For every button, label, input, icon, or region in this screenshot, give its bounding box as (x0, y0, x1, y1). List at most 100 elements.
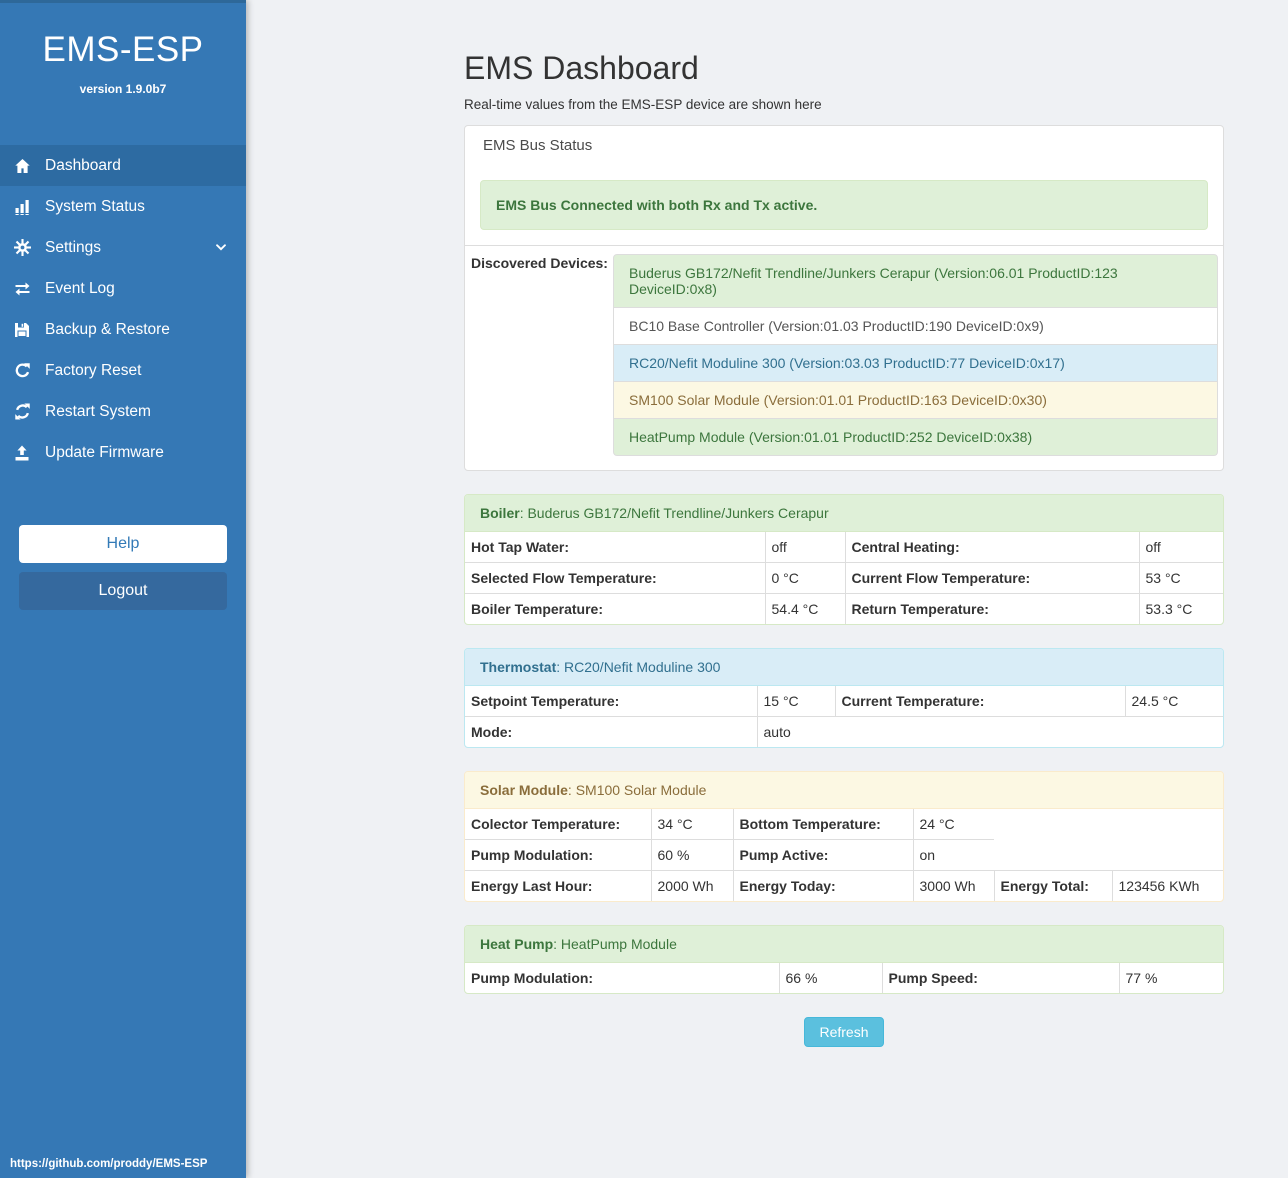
field-value: 77 % (1118, 963, 1223, 993)
bus-connected-alert: EMS Bus Connected with both Rx and Tx ac… (480, 180, 1208, 230)
ems-bus-status-panel: EMS Bus Status EMS Bus Connected with bo… (464, 125, 1224, 471)
field-label: Hot Tap Water: (471, 539, 569, 555)
main-area: EMS Dashboard Real-time values from the … (246, 0, 1288, 1117)
page-subtitle: Real-time values from the EMS-ESP device… (464, 97, 822, 112)
colon: : (553, 936, 561, 952)
panel-title: Heat Pump (480, 936, 554, 952)
sidebar-item-label: Settings (45, 238, 102, 256)
sidebar-item-event-log[interactable]: Event Log (0, 268, 246, 309)
field-label: Current Flow Temperature: (844, 562, 1139, 594)
thermostat-panel: Thermostat: RC20/Nefit Moduline 300 Setp… (464, 648, 1224, 748)
field-value: 66 % (778, 963, 882, 993)
field-value: 2000 Wh (650, 870, 733, 901)
field-value: on (912, 839, 994, 871)
help-button[interactable]: Help (19, 525, 227, 563)
list-item: BC10 Base Controller (Version:01.03 Prod… (613, 308, 1218, 345)
home-icon (12, 157, 32, 174)
chevron-down-icon (214, 240, 228, 259)
field-value: 53 °C (1138, 562, 1223, 594)
sidebar-item-label: Backup & Restore (45, 320, 170, 338)
boiler-panel-heading: Boiler: Buderus GB172/Nefit Trendline/Ju… (465, 495, 1223, 532)
sidebar-item-label: Factory Reset (45, 361, 142, 379)
field-value: 53.3 °C (1138, 593, 1223, 624)
sidebar-item-restart-system[interactable]: Restart System (0, 391, 246, 432)
field-label: Boiler Temperature: (465, 593, 765, 624)
field-label: Pump Modulation: (471, 970, 594, 986)
field-value: 15 °C (756, 686, 835, 717)
list-item: Buderus GB172/Nefit Trendline/Junkers Ce… (613, 254, 1218, 308)
field-value: 24 °C (912, 809, 994, 840)
discovered-devices-label: Discovered Devices: (465, 245, 613, 470)
sidebar-item-backup-restore[interactable]: Backup & Restore (0, 309, 246, 350)
field-label: Energy Total: (993, 870, 1112, 901)
field-value: 60 % (650, 839, 733, 871)
field-value: auto (756, 716, 1223, 747)
logout-button[interactable]: Logout (19, 572, 227, 610)
panel-title: Boiler (480, 505, 520, 521)
brand: EMS-ESP version 1.9.0b7 (0, 3, 246, 96)
sidebar-item-system-status[interactable]: System Status (0, 186, 246, 227)
upload-icon (12, 444, 32, 461)
heat-pump-panel: Heat Pump: HeatPump Module Pump Modulati… (464, 925, 1224, 994)
field-label: Return Temperature: (844, 593, 1139, 624)
refresh-button[interactable]: Refresh (804, 1017, 884, 1047)
field-label: Energy Last Hour: (465, 870, 651, 901)
field-label: Pump Active: (732, 839, 913, 871)
device-list: Buderus GB172/Nefit Trendline/Junkers Ce… (613, 254, 1218, 456)
field-label: Energy Today: (732, 870, 913, 901)
field-value: 0 °C (764, 562, 845, 594)
sidebar-item-label: System Status (45, 197, 145, 215)
panel-title: Solar Module (480, 782, 568, 798)
solar-module-panel: Solar Module: SM100 Solar Module Colecto… (464, 771, 1224, 902)
panel-device-name: RC20/Nefit Moduline 300 (564, 659, 721, 675)
sidebar-item-label: Dashboard (45, 156, 121, 174)
refresh-icon (12, 403, 32, 420)
page-title: EMS Dashboard (464, 50, 699, 86)
sidebar-item-label: Event Log (45, 279, 115, 297)
field-value: 3000 Wh (912, 870, 994, 901)
panel-title: EMS Bus Status (483, 137, 593, 154)
colon: : (567, 782, 576, 798)
solar-panel-heading: Solar Module: SM100 Solar Module (465, 772, 1223, 809)
field-label: Central Heating: (844, 532, 1139, 563)
field-value: off (1138, 532, 1223, 563)
panel-device-name: HeatPump Module (560, 936, 677, 952)
field-label: Current Temperature: (834, 686, 1125, 717)
heat-pump-panel-heading: Heat Pump: HeatPump Module (465, 926, 1223, 963)
sidebar-item-label: Update Firmware (45, 443, 164, 461)
panel-device-name: SM100 Solar Module (575, 782, 707, 798)
sidebar-item-label: Restart System (45, 402, 151, 420)
rotate-icon (12, 362, 32, 379)
colon: : (556, 659, 565, 675)
system-status-icon (12, 198, 32, 215)
list-item: HeatPump Module (Version:01.01 ProductID… (613, 419, 1218, 456)
field-value: off (764, 532, 845, 563)
save-icon (12, 321, 32, 338)
sidebar-nav: Dashboard System Status (0, 145, 246, 473)
list-item: RC20/Nefit Moduline 300 (Version:03.03 P… (613, 345, 1218, 382)
panel-title: Thermostat (480, 659, 557, 675)
list-item: SM100 Solar Module (Version:01.01 Produc… (613, 382, 1218, 419)
app-version: version 1.9.0b7 (79, 82, 167, 96)
thermostat-panel-heading: Thermostat: RC20/Nefit Moduline 300 (465, 649, 1223, 686)
sidebar-buttons: Help Logout (0, 525, 246, 610)
sidebar-item-update-firmware[interactable]: Update Firmware (0, 432, 246, 473)
field-label: Mode: (465, 716, 757, 747)
gear-icon (12, 239, 32, 256)
field-value: 54.4 °C (764, 593, 845, 624)
sidebar-item-dashboard[interactable]: Dashboard (0, 145, 246, 186)
panel-device-name: Buderus GB172/Nefit Trendline/Junkers Ce… (527, 505, 829, 521)
sidebar-item-factory-reset[interactable]: Factory Reset (0, 350, 246, 391)
field-label: Setpoint Temperature: (471, 693, 620, 709)
app-title: EMS-ESP (42, 30, 204, 69)
field-value: 24.5 °C (1124, 686, 1223, 717)
field-label: Colector Temperature: (471, 816, 621, 832)
field-label: Pump Modulation: (465, 839, 651, 871)
sidebar-item-settings[interactable]: Settings (0, 227, 246, 268)
field-value: 123456 KWh (1111, 870, 1223, 901)
github-link[interactable]: https://github.com/proddy/EMS-ESP (10, 1158, 208, 1170)
field-value: 34 °C (650, 809, 733, 840)
boiler-panel: Boiler: Buderus GB172/Nefit Trendline/Ju… (464, 494, 1224, 625)
sidebar: EMS-ESP version 1.9.0b7 Dashboard System… (0, 0, 246, 1178)
field-label: Selected Flow Temperature: (465, 562, 765, 594)
